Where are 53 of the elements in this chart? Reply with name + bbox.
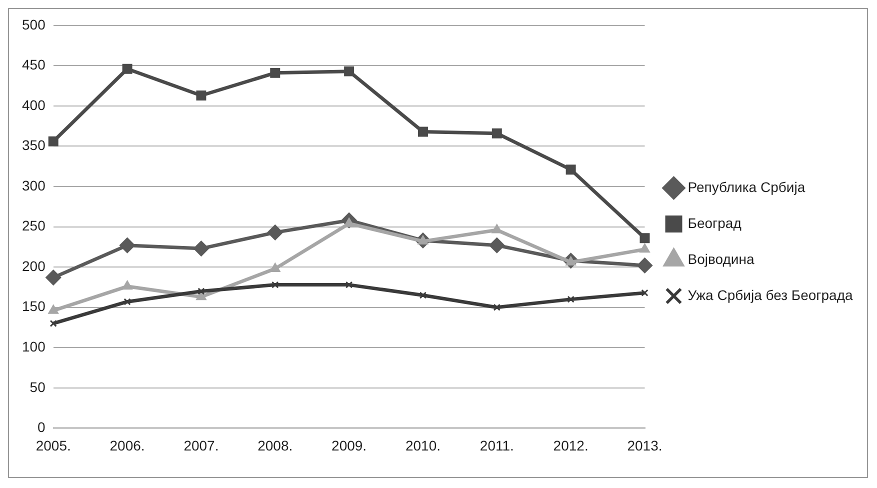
x-tick-label: 2006.: [110, 437, 145, 454]
x-tick-label: 2010.: [405, 437, 440, 454]
point: [50, 320, 57, 328]
point: [193, 240, 209, 256]
point: [493, 304, 500, 311]
legend-label: Војводина: [688, 250, 754, 267]
point: [640, 233, 650, 244]
x-tick-label: 2007.: [184, 437, 219, 454]
x-tick-label: 2013.: [627, 437, 662, 454]
point: [345, 281, 353, 288]
point: [48, 136, 58, 146]
point: [196, 90, 206, 100]
y-tick-label: 300: [22, 177, 46, 194]
point: [46, 270, 62, 286]
point: [641, 289, 648, 296]
point: [267, 224, 283, 240]
point: [418, 126, 428, 137]
point: [419, 292, 427, 299]
point: [492, 224, 502, 234]
point: [272, 281, 279, 288]
y-tick-label: 450: [22, 56, 46, 73]
y-tick-label: 250: [22, 218, 46, 234]
legend-label: Београд: [688, 214, 742, 231]
y-tick-label: 350: [22, 137, 46, 154]
y-tick-label: 150: [22, 298, 46, 314]
x-tick-label: 2008.: [258, 437, 293, 454]
x-tick-label: 2005.: [36, 437, 71, 454]
point: [198, 288, 205, 295]
x-tick-label: 2011.: [480, 437, 514, 454]
point: [122, 280, 132, 290]
point: [567, 296, 574, 303]
y-tick-label: 0: [38, 419, 46, 436]
point: [637, 258, 652, 274]
point: [270, 262, 280, 272]
point: [566, 164, 576, 175]
point: [122, 64, 132, 74]
y-tick-label: 400: [22, 96, 46, 113]
point: [489, 238, 505, 254]
point: [120, 238, 136, 254]
y-tick-label: 200: [22, 258, 46, 274]
legend-label: Република Србија: [688, 178, 806, 195]
point: [640, 244, 650, 253]
point: [344, 66, 354, 76]
x-tick-label: 2009.: [332, 437, 367, 454]
point: [48, 304, 58, 314]
point: [492, 128, 502, 138]
point: [124, 298, 131, 306]
y-tick-label: 500: [22, 16, 46, 32]
legend-label: Ужа Србија без Београда: [688, 286, 853, 303]
y-tick-label: 100: [22, 338, 46, 354]
x-tick-label: 2012.: [553, 437, 588, 454]
y-tick-label: 50: [30, 378, 46, 395]
point: [270, 68, 280, 78]
